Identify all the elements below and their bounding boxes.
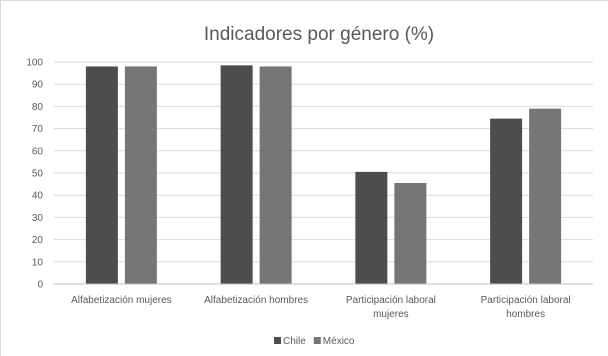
y-tick-label: 40 <box>32 191 44 202</box>
x-category-label: Alfabetización mujeres <box>71 295 172 306</box>
y-tick-label: 60 <box>32 146 44 157</box>
y-tick-label: 20 <box>32 235 44 246</box>
x-axis-categories: Alfabetización mujeres Alfabetización hom… <box>71 295 571 320</box>
bar-chile <box>85 66 118 284</box>
y-axis-ticks: 0 10 20 30 40 50 60 70 80 90 100 <box>26 58 43 291</box>
legend-swatch <box>274 337 281 344</box>
legend-entry: Chile <box>283 336 306 347</box>
legend-entry: México <box>323 336 355 347</box>
y-tick-label: 0 <box>37 280 43 291</box>
chart-title: Indicadores por género (%) <box>204 24 434 45</box>
bar-mexico <box>124 66 157 284</box>
x-category-label: Participación laboral mujeres <box>346 295 436 320</box>
legend: Chile México <box>274 336 355 347</box>
y-tick-label: 80 <box>32 102 44 113</box>
y-tick-label: 100 <box>26 58 43 69</box>
x-category-label: Alfabetización hombres <box>204 295 308 306</box>
legend-swatch <box>313 337 321 344</box>
x-category-label: Participación laboral hombres <box>481 295 571 320</box>
bar-chile <box>355 171 388 284</box>
y-tick-label: 90 <box>32 80 44 91</box>
y-tick-label: 70 <box>32 124 44 135</box>
bars <box>85 65 562 285</box>
bar-mexico <box>259 66 292 284</box>
bar-chile <box>220 65 253 284</box>
y-tick-label: 50 <box>32 169 44 180</box>
bar-mexico <box>394 182 427 284</box>
y-tick-label: 30 <box>32 213 44 224</box>
bar-chile <box>490 118 523 284</box>
y-tick-label: 10 <box>32 257 44 268</box>
bar-mexico <box>529 108 562 285</box>
